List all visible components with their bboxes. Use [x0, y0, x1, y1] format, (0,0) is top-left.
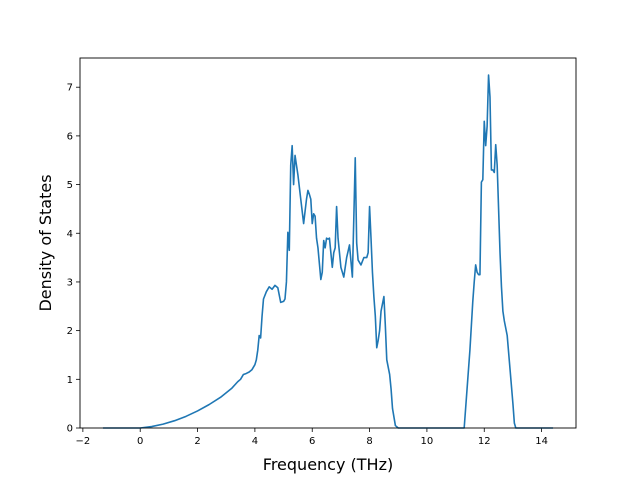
y-tick-label: 3 — [67, 277, 73, 288]
x-tick-label: −2 — [75, 436, 90, 447]
x-tick-label: 8 — [366, 436, 372, 447]
y-tick-label: 1 — [67, 375, 73, 386]
plot-background — [80, 58, 576, 428]
dos-series-line — [102, 74, 554, 429]
x-axis-label: Frequency (THz) — [263, 455, 393, 474]
y-axis-label: Density of States — [36, 174, 55, 311]
x-tick-label: 12 — [478, 436, 491, 447]
y-tick-label: 7 — [67, 83, 73, 94]
y-tick-label: 4 — [67, 229, 73, 240]
x-tick-label: 4 — [252, 436, 258, 447]
x-tick-label: 2 — [194, 436, 200, 447]
x-tick-label: 0 — [137, 436, 143, 447]
y-tick-label: 5 — [67, 180, 73, 191]
y-tick-label: 2 — [67, 326, 73, 337]
y-tick-label: 6 — [67, 131, 73, 142]
y-tick-label: 0 — [67, 424, 73, 435]
plot-frame — [79, 57, 577, 429]
x-tick-label: 14 — [535, 436, 548, 447]
x-tick-label: 10 — [421, 436, 434, 447]
x-tick-label: 6 — [309, 436, 315, 447]
